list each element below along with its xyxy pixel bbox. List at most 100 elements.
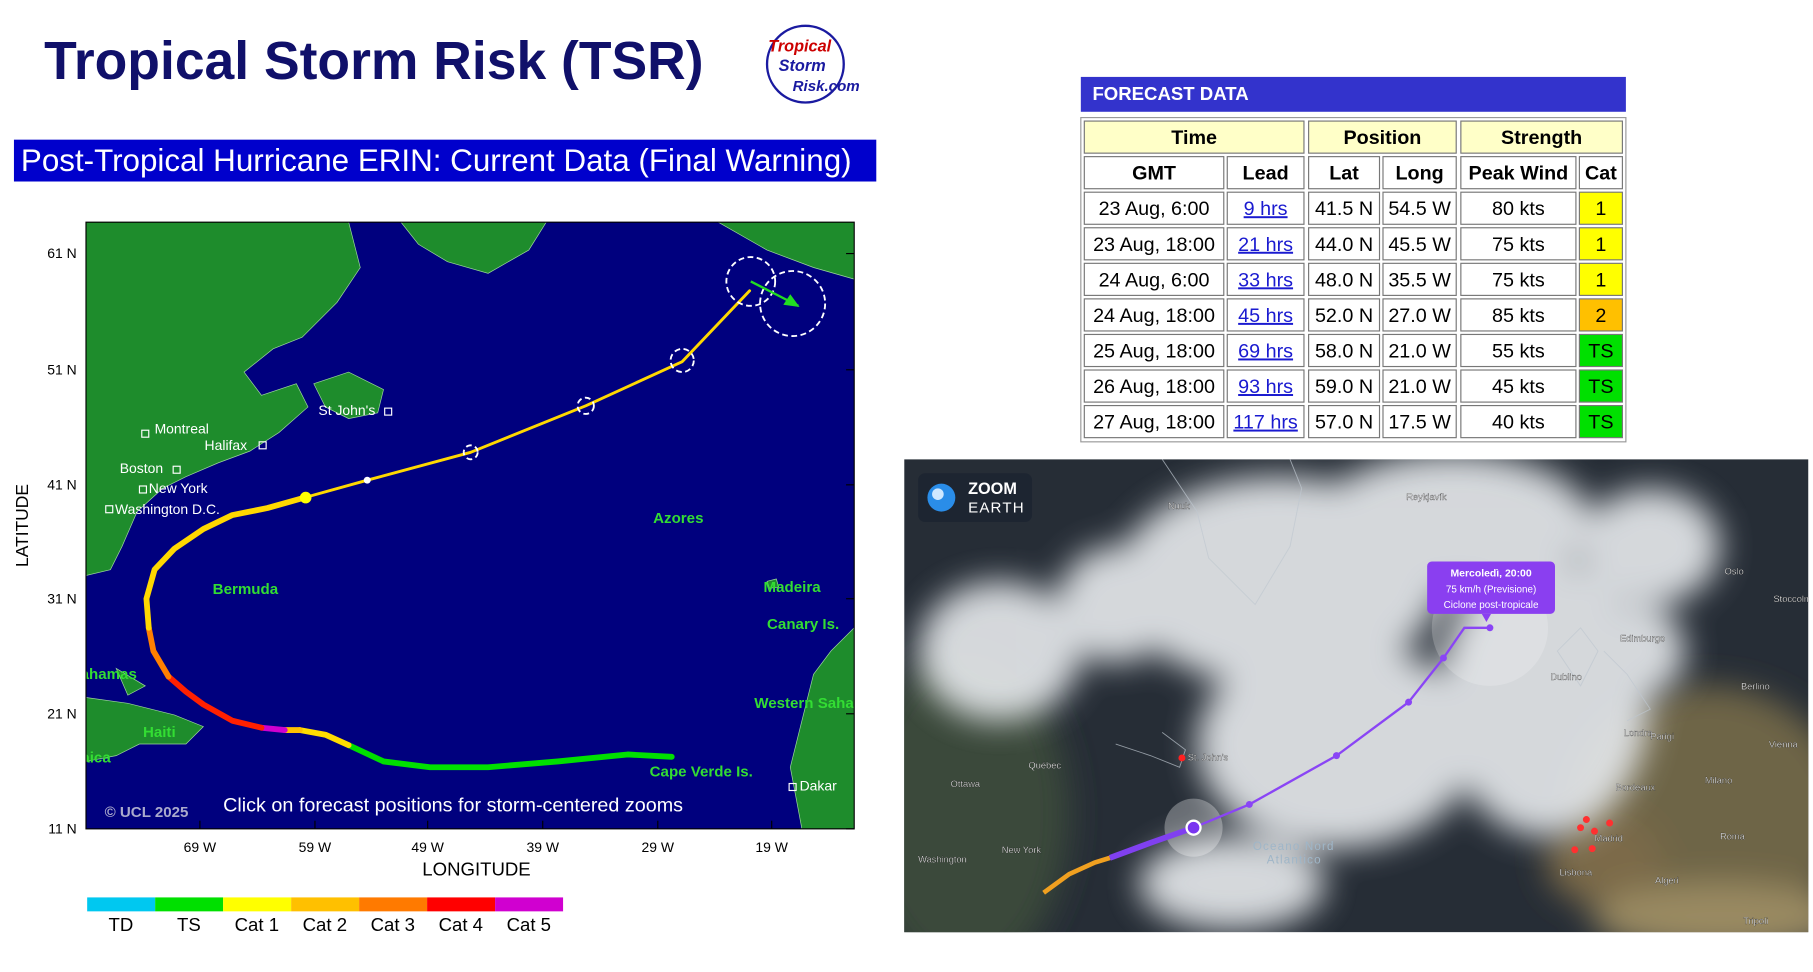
logo: Tropical Storm Risk.com [765,24,860,104]
lon-tick-label: 29 W [642,839,675,855]
lat-tick-label: 51 N [47,361,76,377]
lead-link[interactable]: 21 hrs [1238,234,1293,256]
cell-text: 27 Aug, 18:00 [1093,412,1215,434]
legend-swatch [223,897,292,912]
table-cell [1460,333,1577,368]
cell-text: 24 Aug, 6:00 [1099,269,1210,291]
track-arrow-head [783,294,800,308]
lat-tick-label: 31 N [47,590,76,606]
logo-text: Tropical [768,37,831,55]
column-header: Peak Wind [1469,163,1569,185]
column-header: GMT [1132,163,1176,185]
brand: EARTH [968,500,1025,517]
place-label: Bahamas [70,666,137,683]
legend-swatch [427,897,496,912]
subtitle-bar [13,139,877,182]
place-label: Boston [120,460,163,476]
place-label: Halifax [205,437,248,453]
popup-text: Ciclone post-tropicale [1444,600,1539,611]
lead-link[interactable]: 33 hrs [1238,269,1293,291]
lead-link[interactable]: 93 hrs [1238,376,1293,398]
sat-place-label: Dublino [1550,672,1581,682]
y-axis-label: LATITUDE [12,484,32,567]
place-marker [788,782,797,792]
cell-text: 45.5 W [1388,234,1451,256]
lon-tick-label: 49 W [411,839,444,855]
cell-text: 75 kts [1492,269,1545,291]
brand-icon [932,488,944,500]
table-cell [1578,369,1623,403]
cell-text: 21.0 W [1388,376,1451,398]
category: 1 [1595,198,1606,220]
popup [1427,561,1555,614]
lead-link[interactable]: 69 hrs [1238,340,1293,362]
sat-place-label: St. John's [1188,752,1229,762]
satellite-image: Mercoledì, 20:00 75 km/h (Previsione) Cicl… [904,459,1813,933]
sat-place-label: Algeri [1655,875,1679,885]
sat-place-label: Berlino [1741,681,1770,691]
place-label: Jamaica [51,750,111,767]
cell-text: 21.0 W [1388,340,1451,362]
sat-track-points [1245,624,1494,808]
cell-text: 45 kts [1492,376,1545,398]
table-cell [1382,404,1457,439]
place-label: Azores [653,510,703,527]
category: 2 [1595,305,1606,327]
cell-text: 24 Aug, 18:00 [1093,305,1215,327]
storm-track [143,289,752,771]
cell-text: 17.5 W [1388,412,1451,434]
category: TS [1588,376,1613,398]
table-cell [1083,156,1225,190]
cell-text: 59.0 N [1315,376,1373,398]
legend-swatch [359,897,428,912]
lead-link[interactable]: 9 hrs [1244,198,1288,220]
place-label: Dakar [800,777,838,793]
table-cell [1460,298,1577,332]
lat-tick-label: 41 N [47,476,76,492]
table-cell [1578,333,1623,368]
table-cell [1308,120,1457,154]
cell-text: 48.0 N [1315,269,1373,291]
sat-place-label: Milano [1705,776,1732,786]
table-cell [1083,120,1305,154]
place-label: Madeira [764,579,822,596]
table-cell [1460,191,1577,225]
legend-swatch [291,897,360,912]
cell-text: 35.5 W [1388,269,1451,291]
column-header: Lead [1243,163,1289,185]
table-cell [1382,369,1457,403]
sat-place-label: Québec [1029,760,1062,770]
column-header: Cat [1585,163,1617,185]
popup-pointer [1481,613,1492,622]
cell-text: 44.0 N [1315,234,1373,256]
place-label: Bermuda [213,581,279,598]
ocean-label: Oceano Nord [1253,840,1335,853]
sat-place-label: Roma [1720,831,1746,841]
lead-link[interactable]: 45 hrs [1238,305,1293,327]
table-heading-bar [1080,76,1626,112]
sat-place-label: Tripoli [1743,916,1768,926]
logo-text: Storm [779,57,826,75]
lon-tick-label: 39 W [526,839,559,855]
sat-track-past [1042,855,1111,895]
group-header: Strength [1501,127,1582,149]
table-heading: FORECAST DATA [1092,83,1248,104]
sat-place-label: Stoccolma [1773,594,1813,604]
subtitle: Post-Tropical Hurricane ERIN: Current Da… [21,143,852,178]
table-cell [1578,262,1623,296]
legend-label: Cat 2 [303,914,347,935]
table-cell [1460,227,1577,261]
table-cell [1226,156,1305,190]
forecast-circles [462,256,827,461]
popup-text: 75 km/h (Previsione) [1446,584,1536,595]
map-note: Click on forecast positions for storm-ce… [223,794,683,816]
lead-link[interactable]: 117 hrs [1233,412,1298,434]
title: Tropical Storm Risk (TSR) [44,32,703,91]
sat-place-label: Reykjavík [1406,492,1447,502]
table-cell [1083,369,1225,403]
sat-coast [1115,459,1651,768]
table-cell [1382,191,1457,225]
table-cell [1083,298,1225,332]
